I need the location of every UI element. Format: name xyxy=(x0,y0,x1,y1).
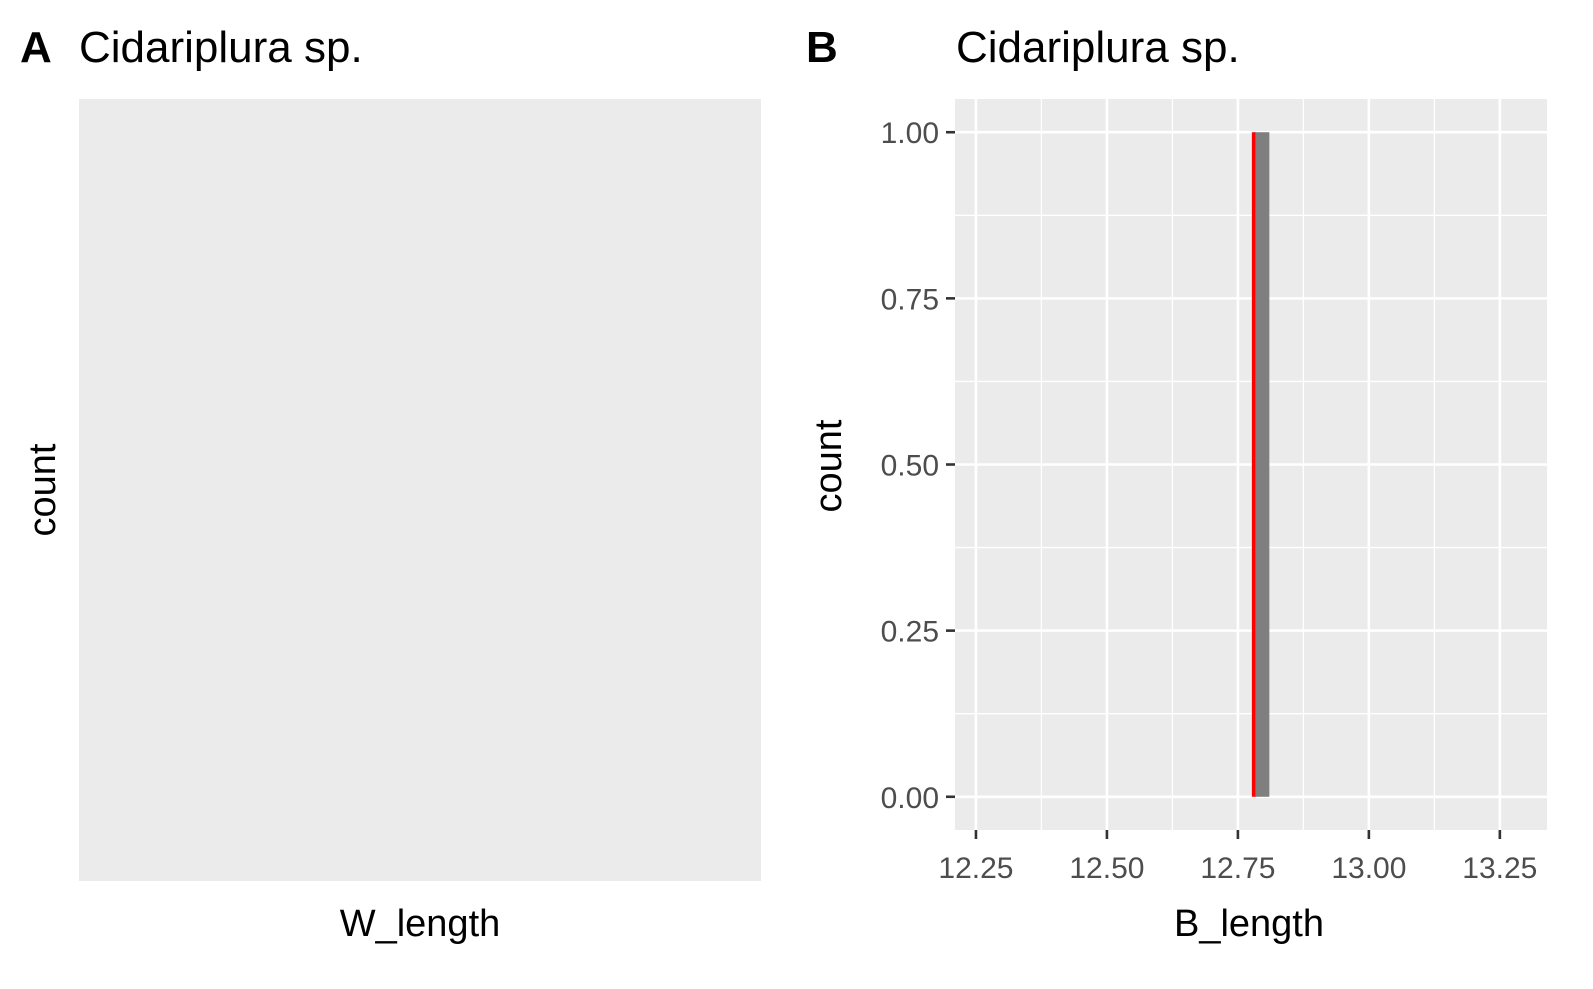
y-tick-label: 0.75 xyxy=(881,283,939,316)
y-tick-label: 1.00 xyxy=(881,117,939,150)
panel-b-major-gridlines xyxy=(955,99,1547,830)
x-tick-label: 13.25 xyxy=(1462,852,1537,885)
panel-b-title: Cidariplura sp. xyxy=(956,23,1240,72)
x-tick-label: 12.25 xyxy=(938,852,1013,885)
panel-b: B Cidariplura sp. 0.00 0.25 0.50 0.75 1.00 1… xyxy=(806,23,1547,945)
panel-a: A Cidariplura sp. W_length count xyxy=(20,23,761,945)
histogram-bar xyxy=(1253,132,1270,797)
panel-b-bars xyxy=(1253,132,1270,797)
y-tick-label: 0.25 xyxy=(881,616,939,649)
panel-a-title: Cidariplura sp. xyxy=(79,23,363,72)
panel-b-x-axis: 12.25 12.50 12.75 13.00 13.25 xyxy=(938,830,1537,885)
panel-b-y-axis-title: count xyxy=(808,419,850,512)
panel-b-y-axis: 0.00 0.25 0.50 0.75 1.00 xyxy=(881,117,955,815)
y-tick-label: 0.00 xyxy=(881,782,939,815)
panel-b-label: B xyxy=(806,23,838,72)
panel-a-plot-area xyxy=(79,99,761,881)
panel-b-x-axis-title: B_length xyxy=(1174,903,1324,945)
panel-a-y-axis-title: count xyxy=(22,443,64,536)
x-tick-label: 12.50 xyxy=(1069,852,1144,885)
panel-a-x-axis-title: W_length xyxy=(340,903,501,945)
panel-a-label: A xyxy=(20,23,52,72)
x-tick-label: 12.75 xyxy=(1200,852,1275,885)
x-tick-label: 13.00 xyxy=(1331,852,1406,885)
y-tick-label: 0.50 xyxy=(881,450,939,483)
